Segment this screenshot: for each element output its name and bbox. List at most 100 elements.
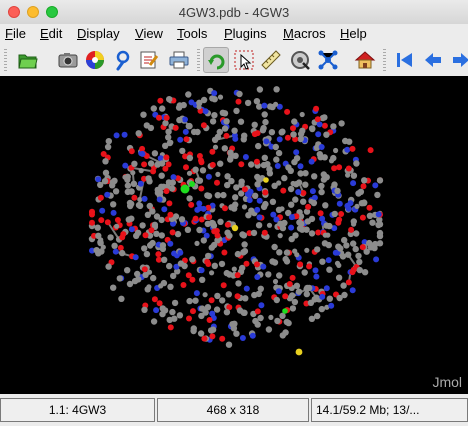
rotate-icon xyxy=(208,54,225,70)
menu-edit[interactable]: Edit xyxy=(40,26,62,41)
atom xyxy=(141,266,148,273)
atom xyxy=(189,181,195,187)
atom xyxy=(217,218,224,225)
first-frame-button[interactable] xyxy=(392,47,418,73)
atom xyxy=(276,180,282,186)
next-frame-button[interactable] xyxy=(448,47,468,73)
toolbar-grip-3[interactable] xyxy=(383,49,386,71)
atom xyxy=(285,319,292,327)
atom xyxy=(199,167,207,174)
atom xyxy=(256,197,263,204)
color-wheel-button[interactable] xyxy=(82,47,108,73)
close-window-button[interactable] xyxy=(8,6,20,18)
atom xyxy=(245,191,252,198)
atom-set-button[interactable] xyxy=(315,47,341,73)
toolbar-grip-2[interactable] xyxy=(197,49,200,71)
export-image-button[interactable] xyxy=(55,47,81,73)
atom xyxy=(304,218,312,225)
open-file-button[interactable] xyxy=(15,47,41,73)
atom xyxy=(272,278,279,285)
spin-button[interactable] xyxy=(287,47,313,73)
first-frame-icon xyxy=(397,53,412,67)
atom xyxy=(288,201,295,208)
window-title: 4GW3.pdb - 4GW3 xyxy=(178,5,290,20)
atom xyxy=(200,205,207,212)
atom xyxy=(279,206,285,212)
atom xyxy=(165,128,172,135)
atom xyxy=(182,153,189,160)
atom xyxy=(282,329,289,336)
home-button[interactable] xyxy=(352,47,378,73)
atom xyxy=(161,256,168,263)
atom xyxy=(153,230,160,237)
atom xyxy=(341,291,348,299)
atom xyxy=(142,232,149,239)
menu-tools[interactable]: Tools xyxy=(177,26,207,41)
atom xyxy=(209,326,217,333)
menu-macros[interactable]: Macros xyxy=(283,26,326,41)
atom xyxy=(218,260,226,268)
atom xyxy=(194,240,200,246)
menu-display[interactable]: Display xyxy=(77,26,120,41)
atom xyxy=(286,295,294,302)
atom xyxy=(291,298,299,306)
previous-frame-button[interactable] xyxy=(420,47,446,73)
atom xyxy=(189,276,196,283)
script-console-icon xyxy=(116,50,130,71)
atom xyxy=(359,214,366,221)
minimize-window-button[interactable] xyxy=(27,6,39,18)
atom xyxy=(198,267,205,274)
zoom-window-button[interactable] xyxy=(46,6,58,18)
atom xyxy=(94,224,101,231)
atom xyxy=(182,116,188,123)
atom xyxy=(331,225,338,232)
atom xyxy=(169,308,176,316)
menu-file[interactable]: File xyxy=(5,26,26,41)
menu-macros-label: acros xyxy=(293,26,326,41)
atom xyxy=(254,173,261,181)
menu-help[interactable]: Help xyxy=(340,26,367,41)
atom xyxy=(260,263,267,270)
atom xyxy=(102,158,109,165)
atom xyxy=(214,292,221,300)
atom xyxy=(345,172,351,178)
atom xyxy=(135,201,143,209)
atom xyxy=(241,248,249,255)
rotate-button[interactable] xyxy=(203,47,229,73)
atom xyxy=(205,252,212,260)
pick-cursor-button[interactable] xyxy=(231,47,257,73)
atom xyxy=(118,295,125,302)
atom xyxy=(165,134,172,141)
atom xyxy=(301,269,308,276)
atom xyxy=(211,241,218,249)
atom xyxy=(254,274,261,280)
atom xyxy=(318,305,325,313)
menu-view[interactable]: View xyxy=(135,26,163,41)
atom xyxy=(238,190,245,197)
print-button[interactable] xyxy=(166,47,192,73)
toolbar-grip[interactable] xyxy=(4,49,7,71)
atom xyxy=(350,240,357,247)
atom xyxy=(355,252,362,260)
atom xyxy=(105,263,112,270)
atom xyxy=(95,176,102,183)
editor-button[interactable] xyxy=(136,47,162,73)
atom xyxy=(254,308,261,315)
atom xyxy=(202,108,209,115)
atom xyxy=(376,240,384,247)
atom xyxy=(205,173,212,180)
atom xyxy=(212,144,219,150)
script-console-button[interactable] xyxy=(109,47,135,73)
measure-ruler-button[interactable] xyxy=(258,47,284,73)
atom xyxy=(173,263,180,270)
atom xyxy=(142,271,149,278)
molecule-viewer-canvas[interactable]: Jmol xyxy=(0,76,468,394)
atom xyxy=(273,156,280,163)
atom xyxy=(321,240,329,247)
atom xyxy=(331,165,338,172)
atom xyxy=(111,242,118,249)
atom xyxy=(360,183,367,190)
menu-plugins[interactable]: Plugins xyxy=(224,26,267,41)
atom xyxy=(223,132,230,139)
editor-icon xyxy=(140,51,159,69)
